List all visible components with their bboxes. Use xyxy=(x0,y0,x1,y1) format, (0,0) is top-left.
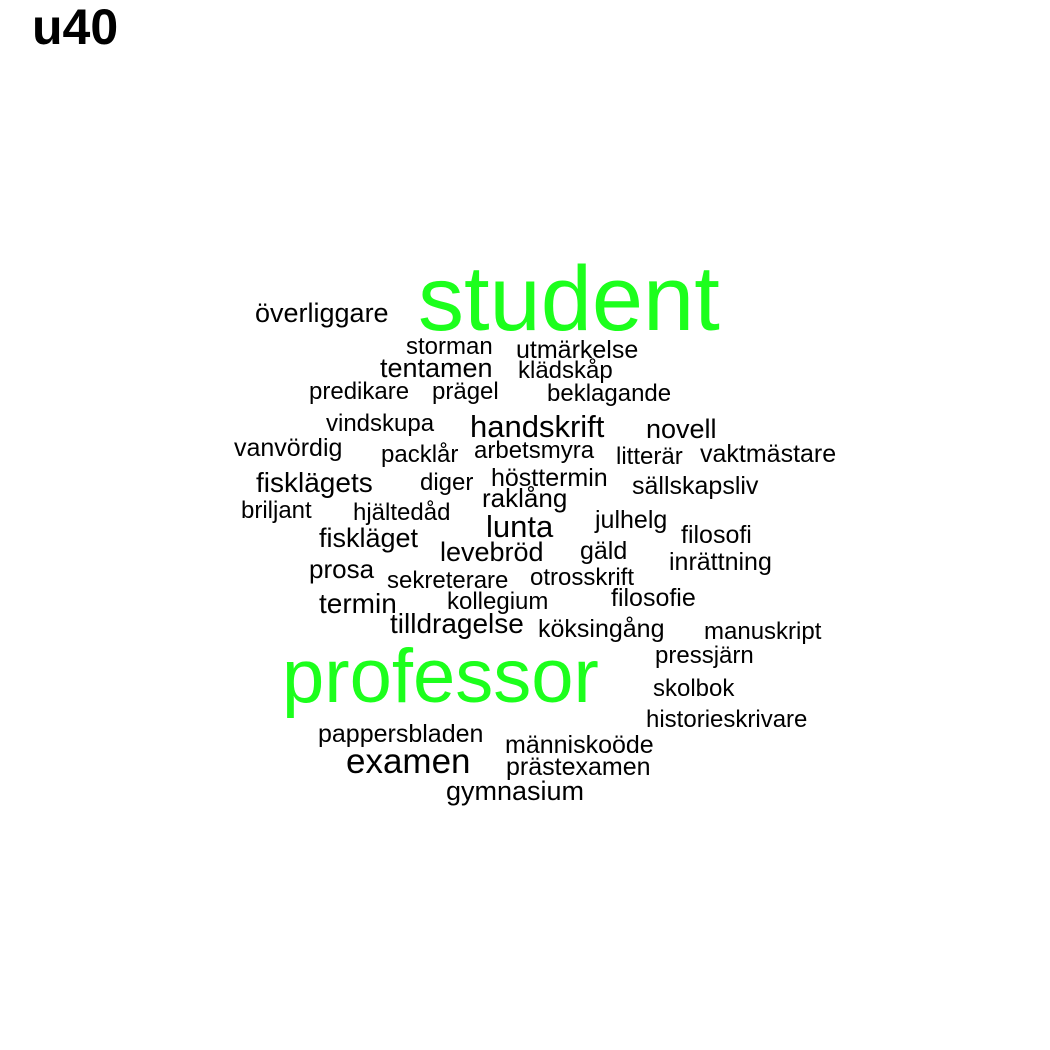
cloud-word: skolbok xyxy=(653,675,735,702)
cloud-word: prägel xyxy=(432,378,499,405)
cloud-word: diger xyxy=(420,469,473,496)
cloud-word: levebröd xyxy=(440,537,544,567)
cloud-word: tilldragelse xyxy=(390,608,524,639)
cloud-word: människoöde xyxy=(505,731,654,759)
cloud-word: arbetsmyra xyxy=(474,437,595,464)
cloud-word: historieskrivare xyxy=(646,706,807,733)
cloud-word: inrättning xyxy=(669,548,772,576)
cloud-word: manuskript xyxy=(704,618,822,645)
cloud-word: sällskapsliv xyxy=(632,472,759,500)
cloud-word: lunta xyxy=(486,509,554,544)
cloud-word: gäld xyxy=(580,537,627,565)
cloud-word: litterär xyxy=(616,443,683,470)
cloud-word: packlår xyxy=(381,441,458,468)
cloud-word: prästexamen xyxy=(506,753,651,781)
cloud-word: otrosskrift xyxy=(530,564,634,591)
cloud-word: predikare xyxy=(309,378,409,405)
cloud-word: gymnasium xyxy=(446,776,584,806)
cloud-word: novell xyxy=(646,414,717,444)
cloud-word: filosofie xyxy=(611,584,696,612)
cloud-word: handskrift xyxy=(470,409,605,444)
cloud-word: pappersbladen xyxy=(318,720,483,748)
cloud-word: vanvördig xyxy=(234,434,342,462)
cloud-word: filosofi xyxy=(681,521,752,549)
cloud-word: examen xyxy=(346,742,471,781)
cloud-word: professor xyxy=(282,634,599,719)
cloud-word: raklång xyxy=(482,483,567,513)
cloud-word: sekreterare xyxy=(387,567,508,594)
cloud-word: kollegium xyxy=(447,588,548,615)
cloud-word: storman xyxy=(406,333,493,360)
cloud-word: vindskupa xyxy=(326,410,435,437)
cloud-word: prosa xyxy=(309,554,375,584)
cloud-word: beklagande xyxy=(547,380,671,407)
cloud-word: julhelg xyxy=(594,506,667,534)
cloud-word: tentamen xyxy=(380,353,493,383)
cloud-word: överliggare xyxy=(255,298,389,328)
cloud-word: köksingång xyxy=(538,615,664,643)
cloud-word: pressjärn xyxy=(655,642,754,669)
cloud-word: klädskåp xyxy=(518,357,613,384)
cloud-word: termin xyxy=(319,588,397,619)
cloud-word: student xyxy=(418,248,720,350)
page-title: u40 xyxy=(32,0,119,55)
cloud-word: hösttermin xyxy=(491,464,608,492)
cloud-word: vaktmästare xyxy=(700,440,836,468)
cloud-word: hjältedåd xyxy=(353,499,450,526)
cloud-word: fiskläget xyxy=(319,523,419,553)
cloud-word: utmärkelse xyxy=(516,336,638,364)
cloud-word: fisklägets xyxy=(256,467,373,498)
cloud-word: briljant xyxy=(241,497,312,524)
